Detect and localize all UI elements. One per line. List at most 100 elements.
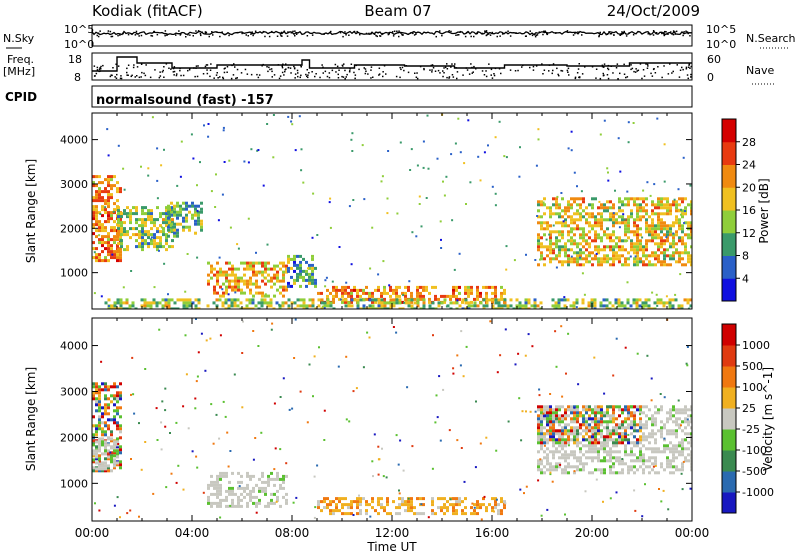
nave-dot bbox=[685, 66, 688, 69]
data-cell bbox=[657, 411, 660, 415]
data-cell bbox=[634, 509, 637, 512]
data-cell bbox=[167, 210, 170, 214]
data-cell bbox=[252, 474, 255, 478]
data-cell bbox=[273, 273, 276, 277]
data-cell bbox=[651, 200, 654, 204]
data-cell bbox=[308, 304, 312, 308]
data-cell bbox=[335, 503, 338, 507]
data-cell bbox=[311, 236, 314, 239]
nave-dot bbox=[431, 65, 434, 67]
data-cell bbox=[638, 298, 642, 302]
data-cell bbox=[618, 450, 621, 454]
data-cell bbox=[615, 491, 618, 494]
data-cell bbox=[132, 212, 135, 216]
data-cell bbox=[657, 236, 660, 240]
data-cell bbox=[633, 260, 636, 264]
nave-dot bbox=[354, 77, 356, 80]
data-cell bbox=[104, 178, 107, 182]
data-cell bbox=[681, 215, 684, 219]
station-title: Kodiak (fitACF) bbox=[92, 2, 203, 20]
nave-dot bbox=[639, 63, 642, 65]
data-cell bbox=[576, 203, 579, 207]
data-cell bbox=[313, 355, 316, 358]
noise-search-dot bbox=[572, 34, 575, 36]
data-cell bbox=[657, 257, 660, 261]
data-cell bbox=[443, 512, 446, 516]
data-cell bbox=[632, 301, 636, 305]
data-cell bbox=[279, 448, 282, 451]
data-cell bbox=[119, 190, 122, 194]
data-cell bbox=[101, 382, 104, 386]
data-cell bbox=[243, 273, 246, 277]
nave-dot bbox=[307, 76, 309, 79]
data-cell bbox=[560, 192, 563, 194]
data-cell bbox=[119, 463, 122, 467]
data-cell bbox=[455, 288, 458, 292]
data-cell bbox=[104, 443, 107, 447]
data-cell bbox=[573, 233, 576, 237]
data-cell bbox=[573, 465, 576, 469]
data-cell bbox=[687, 447, 690, 451]
data-cell bbox=[537, 414, 540, 418]
data-cell bbox=[657, 233, 660, 237]
data-cell bbox=[293, 357, 296, 359]
data-cell bbox=[513, 259, 516, 262]
data-cell bbox=[92, 256, 95, 260]
data-cell bbox=[624, 248, 627, 252]
data-cell bbox=[552, 426, 555, 430]
data-cell bbox=[219, 504, 222, 508]
nave-dot bbox=[490, 74, 492, 76]
data-cell bbox=[311, 304, 315, 308]
data-cell bbox=[386, 307, 390, 309]
nave-dot bbox=[319, 76, 321, 79]
data-cell bbox=[552, 435, 555, 439]
data-cell bbox=[467, 304, 471, 308]
data-cell bbox=[104, 452, 107, 456]
data-cell bbox=[113, 449, 116, 453]
data-cell bbox=[669, 459, 672, 463]
data-cell bbox=[257, 149, 260, 151]
data-cell bbox=[418, 203, 421, 205]
nave-dot bbox=[365, 70, 367, 72]
data-cell bbox=[537, 435, 540, 439]
nave-dot bbox=[305, 73, 307, 76]
data-cell bbox=[540, 215, 543, 219]
data-cell bbox=[207, 135, 210, 138]
data-cell bbox=[503, 155, 506, 158]
data-cell bbox=[252, 330, 255, 332]
data-cell bbox=[576, 441, 579, 445]
nave-dot bbox=[682, 68, 684, 71]
data-cell bbox=[107, 464, 110, 468]
data-cell bbox=[615, 429, 618, 433]
data-cell bbox=[113, 504, 116, 507]
data-cell bbox=[594, 218, 597, 222]
data-cell bbox=[558, 405, 561, 409]
data-cell bbox=[552, 212, 555, 216]
noise-search-dot bbox=[119, 34, 121, 36]
data-cell bbox=[609, 405, 612, 409]
data-cell bbox=[538, 394, 541, 397]
noise-search-dot bbox=[686, 31, 689, 33]
noise-search-dot bbox=[110, 35, 112, 38]
data-cell bbox=[647, 304, 651, 308]
data-cell bbox=[632, 298, 636, 302]
data-cell bbox=[624, 233, 627, 237]
data-cell bbox=[506, 307, 510, 309]
data-cell bbox=[669, 233, 672, 237]
data-cell bbox=[555, 414, 558, 418]
nave-dot bbox=[149, 76, 152, 79]
data-cell bbox=[588, 423, 591, 427]
data-cell bbox=[576, 456, 579, 460]
nave-dot bbox=[267, 70, 269, 73]
data-cell bbox=[687, 459, 690, 463]
data-cell bbox=[543, 435, 546, 439]
data-cell bbox=[494, 204, 497, 207]
data-cell bbox=[173, 234, 176, 238]
data-cell bbox=[210, 480, 213, 484]
data-cell bbox=[290, 257, 293, 261]
data-cell bbox=[234, 492, 237, 496]
data-cell bbox=[387, 150, 390, 152]
nave-dot bbox=[250, 73, 253, 76]
data-cell bbox=[583, 293, 586, 296]
